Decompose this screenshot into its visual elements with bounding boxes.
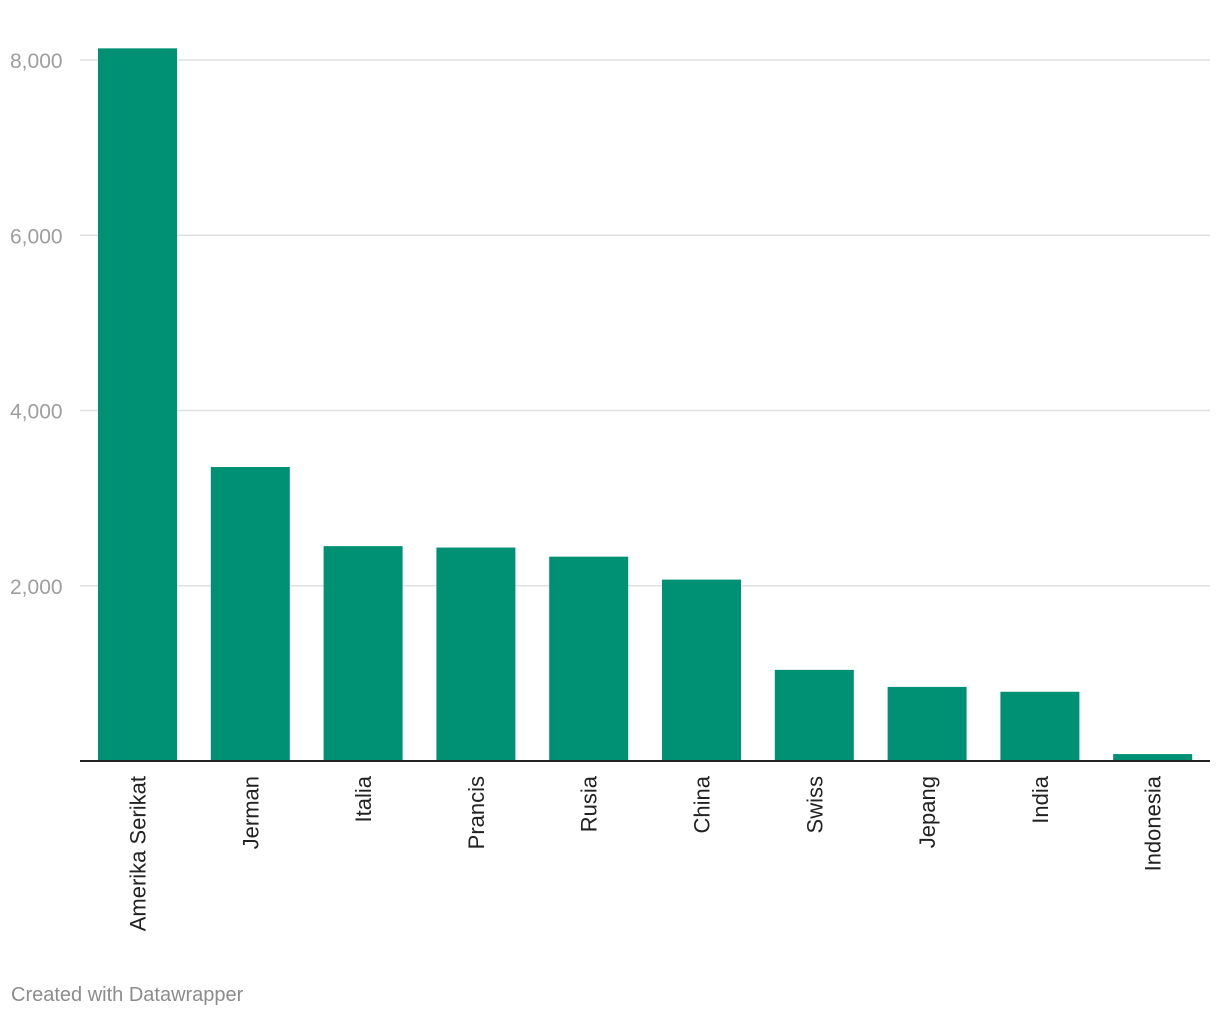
bar-india bbox=[1000, 691, 1080, 761]
bar-swiss bbox=[774, 669, 854, 761]
x-tick-label: Prancis bbox=[464, 776, 489, 849]
x-tick-label: Swiss bbox=[802, 776, 827, 833]
x-tick-label: Jerman bbox=[238, 776, 263, 849]
x-tick-label: China bbox=[690, 775, 715, 833]
bar-italia bbox=[323, 546, 403, 761]
gridlines bbox=[80, 59, 1210, 587]
y-tick-label: 2,000 bbox=[10, 576, 63, 599]
x-tick-label: Rusia bbox=[577, 775, 602, 832]
bar-jerman bbox=[210, 467, 290, 761]
y-tick-label: 6,000 bbox=[10, 225, 63, 248]
bars bbox=[98, 48, 1193, 761]
x-tick-label: Jepang bbox=[915, 776, 940, 848]
y-tick-label: 4,000 bbox=[10, 401, 63, 424]
x-axis-ticks: Amerika Serikat Jerman Italia Prancis Rusia C… bbox=[126, 775, 1166, 931]
credit-text: Created with Datawrapper bbox=[11, 984, 244, 1006]
bar-prancis bbox=[436, 547, 516, 761]
bar-china bbox=[662, 579, 741, 761]
y-axis-ticks: 2,000 4,000 6,000 8,000 bbox=[10, 50, 63, 599]
bar-amerika-serikat bbox=[98, 48, 177, 761]
x-tick-label: Indonesia bbox=[1141, 775, 1166, 871]
y-tick-label: 8,000 bbox=[10, 50, 63, 73]
bar-jepang bbox=[887, 686, 967, 761]
x-tick-label: Italia bbox=[351, 775, 376, 822]
bar-indonesia bbox=[1113, 754, 1193, 761]
bar-rusia bbox=[549, 556, 629, 761]
x-tick-label: Amerika Serikat bbox=[126, 776, 151, 931]
x-tick-label: India bbox=[1028, 775, 1053, 823]
